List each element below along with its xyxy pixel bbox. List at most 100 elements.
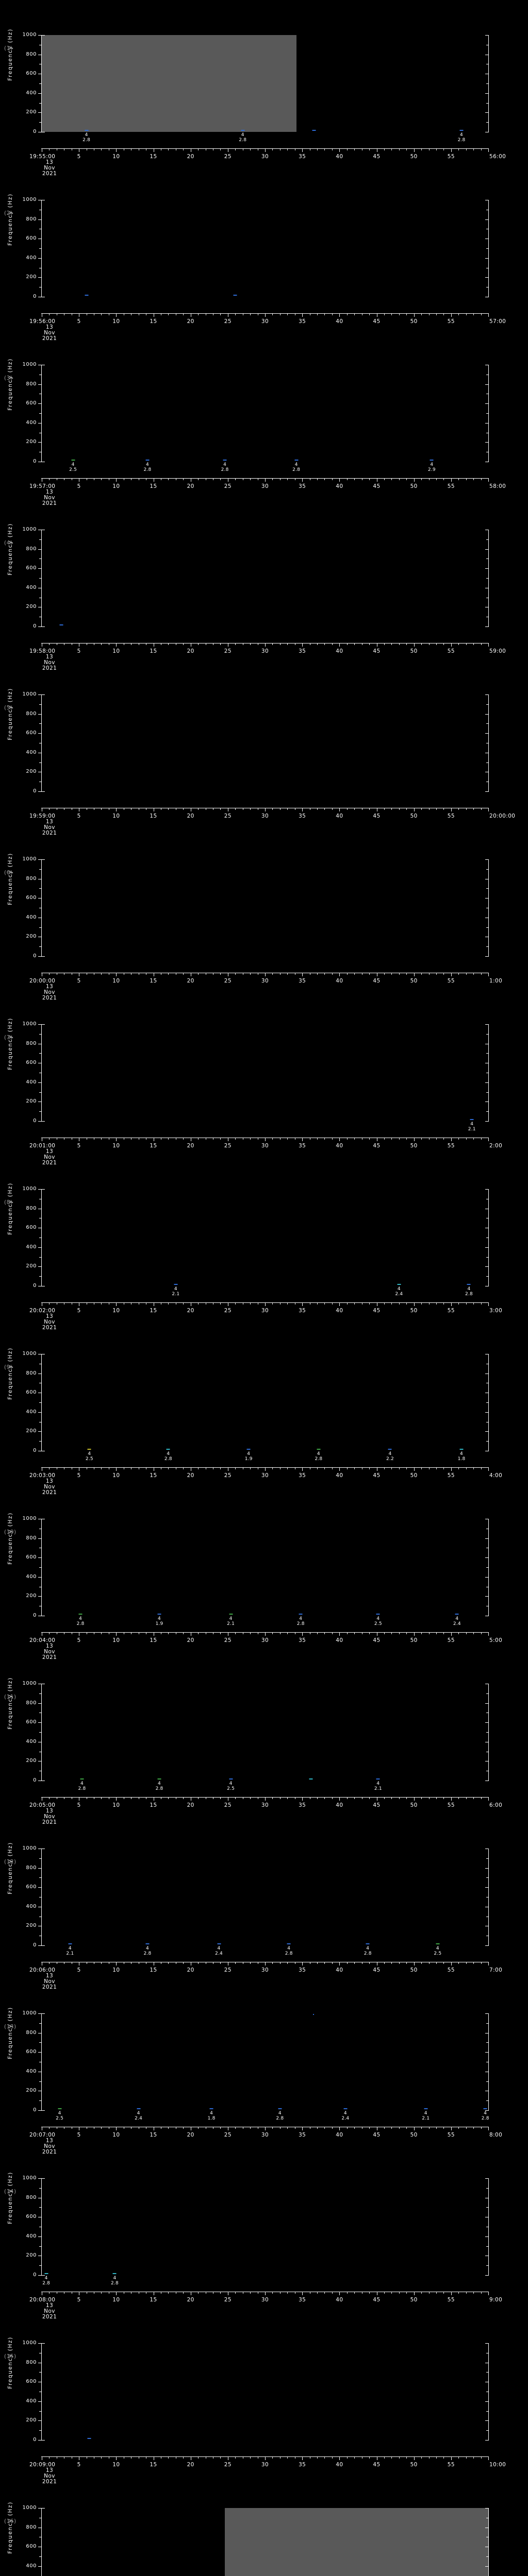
event-marker	[376, 1614, 380, 1615]
x-tick-minor	[369, 1962, 370, 1964]
x-tick-minor	[101, 1632, 102, 1634]
x-tick-minor	[250, 313, 251, 315]
x-tick-minor	[384, 478, 385, 480]
x-tick-minor	[250, 2292, 251, 2294]
x-tick-minor	[101, 313, 102, 315]
x-tick	[339, 2127, 340, 2130]
x-tick	[116, 973, 117, 976]
x-tick-minor	[481, 643, 482, 645]
x-tick-minor	[317, 2456, 318, 2459]
x-tick	[414, 1138, 415, 1141]
y-tick-right	[485, 1868, 488, 1869]
y-tick-minor-right	[486, 2023, 488, 2024]
y-tick-label: 800	[26, 2524, 37, 2530]
x-tick-label: 45	[373, 2297, 381, 2303]
x-tick-label: 55	[447, 1308, 455, 1314]
x-tick-minor	[354, 1467, 355, 1469]
x-tick-minor	[481, 2127, 482, 2129]
x-tick-label: 30	[261, 1472, 269, 1479]
x-tick-minor	[421, 808, 422, 810]
event-label: 4 2.5	[374, 1616, 382, 1626]
y-axis-right	[488, 365, 489, 462]
x-tick-minor	[443, 1632, 444, 1634]
x-tick-label: 50	[410, 154, 418, 160]
y-tick-right	[485, 112, 488, 113]
x-tick-label: 10	[112, 1802, 120, 1808]
y-tick	[38, 1703, 41, 1704]
y-axis-left	[41, 1519, 42, 1616]
x-tick-minor	[49, 148, 50, 150]
x-axis-start-label: 20:09:00	[29, 2462, 56, 2468]
x-tick	[488, 148, 489, 152]
x-tick-minor	[183, 808, 184, 810]
x-tick-minor	[384, 643, 385, 645]
y-tick-minor-right	[486, 2081, 488, 2082]
y-tick	[38, 714, 41, 715]
x-tick-label: 10	[112, 1308, 120, 1314]
x-tick-minor	[443, 2456, 444, 2459]
x-tick-minor	[332, 1632, 333, 1634]
x-tick-minor	[272, 2127, 273, 2129]
x-axis-end-label: 3:00	[489, 1308, 503, 1314]
x-tick-label: 55	[447, 1967, 455, 1973]
x-tick-minor	[384, 1797, 385, 1799]
spectrogram-plot-area	[42, 694, 488, 791]
x-tick-minor	[49, 1467, 50, 1469]
x-tick-minor	[443, 808, 444, 810]
x-tick-minor	[391, 1138, 392, 1140]
x-tick-minor	[391, 973, 392, 975]
x-tick-label: 35	[299, 1143, 306, 1149]
x-tick-minor	[287, 1467, 288, 1469]
x-tick-minor	[324, 478, 325, 480]
y-tick-minor	[39, 1732, 41, 1733]
y-tick-label: 600	[26, 71, 37, 77]
y-tick-label: 400	[26, 2233, 37, 2239]
y-tick-label: 1000	[22, 2340, 37, 2346]
x-tick	[302, 973, 303, 976]
y-axis-left	[41, 1354, 42, 1451]
x-tick-minor	[101, 1467, 102, 1469]
spectrogram-panel: 0 200 400 600 800 1000 Frequency (Hz) (9) 5 10 15 2…	[0, 1330, 528, 1495]
event-marker	[241, 130, 245, 131]
x-tick	[302, 1302, 303, 1306]
x-tick-label: 15	[150, 1472, 157, 1479]
x-tick-minor	[473, 313, 474, 315]
x-tick-label: 50	[410, 318, 418, 325]
x-tick-minor	[369, 643, 370, 645]
x-tick-minor	[481, 1302, 482, 1304]
x-tick-minor	[481, 2292, 482, 2294]
x-tick-label: 30	[261, 978, 269, 984]
x-tick-minor	[421, 2292, 422, 2294]
x-tick-label: 25	[224, 154, 232, 160]
event-label: 4 2.8	[82, 132, 91, 143]
y-tick	[38, 1247, 41, 1248]
x-tick-label: 30	[261, 2132, 269, 2138]
y-tick-minor	[39, 2100, 41, 2102]
panel-number: (3)	[4, 375, 13, 381]
y-axis-title: Frequency (Hz)	[7, 1842, 13, 1894]
x-axis-date-label: 13 Nov 2021	[42, 2302, 57, 2320]
y-tick-label: 1000	[22, 856, 37, 862]
y-tick-label: 600	[26, 895, 37, 901]
x-tick-minor	[391, 1467, 392, 1469]
y-axis-left	[41, 1849, 42, 1946]
y-tick-label: 800	[26, 2194, 37, 2200]
y-tick-minor	[39, 869, 41, 870]
y-tick-label: 200	[26, 1923, 37, 1929]
y-tick-minor-right	[486, 1111, 488, 1112]
y-tick	[38, 1266, 41, 1267]
x-tick-minor	[101, 1138, 102, 1140]
x-axis-date-label: 13 Nov 2021	[42, 1643, 57, 1660]
x-tick-minor	[458, 1138, 459, 1140]
x-axis-date-label: 13 Nov 2021	[42, 1313, 57, 1331]
x-tick-label: 25	[224, 483, 232, 489]
event-marker	[217, 1943, 221, 1944]
y-tick	[38, 2440, 41, 2441]
x-tick-minor	[250, 973, 251, 975]
x-tick-label: 55	[447, 648, 455, 654]
event-label: 4 1.8	[457, 1451, 466, 1462]
y-tick-right	[485, 403, 488, 404]
y-tick-right	[485, 1557, 488, 1558]
event-dot	[312, 2014, 314, 2015]
x-tick-label: 35	[299, 2462, 306, 2468]
